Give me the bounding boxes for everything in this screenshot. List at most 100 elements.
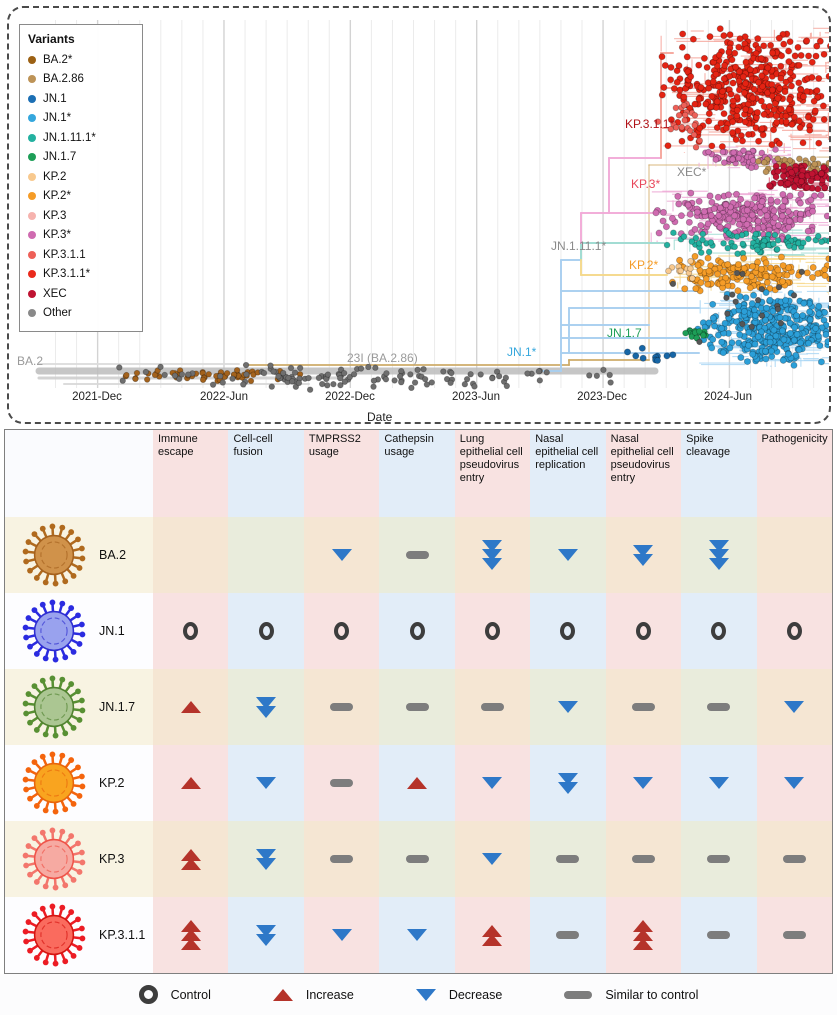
phenotype-cell	[228, 897, 304, 973]
phenotype-cell	[681, 821, 757, 897]
decrease-symbol	[256, 696, 277, 718]
legend-item-label: JN.1.11.1*	[43, 131, 96, 144]
similar-symbol	[405, 551, 429, 559]
phenotype-cell	[530, 669, 606, 745]
symbol-legend-label: Control	[170, 987, 211, 1002]
legend-item: KP.3*	[28, 226, 134, 246]
similar-symbol	[405, 703, 429, 711]
similar-to-control-icon	[707, 855, 731, 863]
control-symbol	[334, 622, 350, 640]
legend-dot-icon	[28, 55, 36, 64]
legend-item: Other	[28, 304, 134, 324]
decrease-symbol	[482, 853, 503, 865]
variant-name: KP.3	[99, 852, 125, 866]
phenotype-cell	[756, 745, 832, 821]
similar-to-control-icon	[330, 703, 354, 711]
similar-to-control-icon	[405, 703, 429, 711]
decrease-icon	[256, 705, 277, 718]
legend-dot-icon	[28, 192, 36, 201]
phenotype-cell	[530, 593, 606, 669]
phenotype-cell	[153, 669, 229, 745]
decrease-icon	[784, 701, 805, 713]
phenotype-cell	[228, 593, 304, 669]
tree-branches	[35, 52, 758, 385]
decrease-icon	[256, 933, 277, 946]
similar-to-control-icon	[405, 855, 429, 863]
decrease-symbol	[415, 988, 436, 1001]
phenotype-cell	[605, 745, 682, 821]
control-icon	[560, 622, 576, 640]
control-symbol	[183, 622, 199, 640]
phenotype-cell	[454, 897, 531, 973]
column-header: Lung epithelial cell pseudovirus entry	[454, 430, 531, 517]
clade-label: JN.1.7	[607, 326, 642, 340]
legend-dot-icon	[28, 75, 36, 84]
similar-symbol	[556, 931, 580, 939]
clade-label: KP.3.1.1*	[625, 117, 675, 131]
legend-item-label: XEC	[43, 287, 67, 300]
decrease-icon	[557, 701, 578, 713]
legend-title: Variants	[28, 32, 75, 46]
phenotype-cell	[681, 745, 757, 821]
column-header: Pathogenicity	[756, 430, 832, 517]
decrease-icon	[708, 777, 729, 789]
legend-dot-icon	[28, 94, 36, 103]
phenotype-cell	[379, 821, 455, 897]
variant-name: JN.1.7	[99, 700, 136, 714]
phenotype-cell	[530, 517, 606, 593]
legend-item: JN.1.11.1*	[28, 128, 134, 148]
phenotype-cell	[605, 669, 682, 745]
phenotype-cell	[605, 821, 682, 897]
similar-to-control-icon	[556, 855, 580, 863]
similar-symbol	[707, 703, 731, 711]
phenotype-cell	[530, 821, 606, 897]
increase-symbol	[633, 920, 654, 950]
legend-item: KP.3.1.1*	[28, 265, 134, 285]
similar-symbol	[480, 703, 504, 711]
x-tick-label: 2023-Dec	[577, 391, 627, 403]
symbol-legend-item: Increase	[272, 988, 354, 1002]
clade-label: XEC*	[677, 165, 707, 179]
increase-icon	[633, 938, 654, 950]
similar-symbol	[631, 703, 655, 711]
decrease-symbol	[331, 929, 352, 941]
increase-symbol	[180, 777, 201, 789]
column-header: Cell-cell fusion	[228, 430, 304, 517]
legend-item-label: BA.2*	[43, 53, 73, 66]
x-tick-label: 2022-Jun	[200, 391, 248, 403]
phenotype-cell	[153, 821, 229, 897]
clade-label: JN.1*	[507, 345, 537, 359]
decrease-icon	[256, 857, 277, 870]
column-header: Nasal epithelial cell replication	[530, 430, 606, 517]
table-row-label: BA.2	[5, 517, 153, 593]
similar-to-control-icon	[405, 551, 429, 559]
legend-dot-icon	[28, 309, 36, 318]
legend-dot-icon	[28, 133, 36, 142]
increase-icon	[272, 988, 293, 1001]
increase-icon	[180, 701, 201, 713]
control-icon	[409, 622, 425, 640]
legend-item-label: BA.2.86	[43, 73, 84, 86]
header-corner-cell	[5, 430, 153, 517]
x-tick-label: 2024-Jun	[704, 391, 752, 403]
column-header: Immune escape	[153, 430, 229, 517]
increase-symbol	[272, 988, 293, 1001]
legend-item-label: JN.1	[43, 92, 67, 105]
similar-symbol	[405, 855, 429, 863]
phenotype-cell	[379, 669, 455, 745]
similar-to-control-icon	[330, 855, 354, 863]
increase-icon	[180, 857, 201, 870]
decrease-icon	[331, 929, 352, 941]
phenotype-cell	[530, 745, 606, 821]
increase-icon	[407, 777, 428, 789]
increase-symbol	[180, 920, 201, 950]
similar-to-control-icon	[782, 931, 806, 939]
column-header: Spike cleavage	[681, 430, 757, 517]
symbol-legend-item: Decrease	[415, 988, 502, 1002]
phenotype-cell	[303, 745, 380, 821]
similar-symbol	[782, 855, 806, 863]
legend-item-label: KP.3*	[43, 229, 71, 242]
phenotype-cell	[681, 897, 757, 973]
decrease-symbol	[256, 924, 277, 946]
decrease-symbol	[708, 540, 729, 570]
